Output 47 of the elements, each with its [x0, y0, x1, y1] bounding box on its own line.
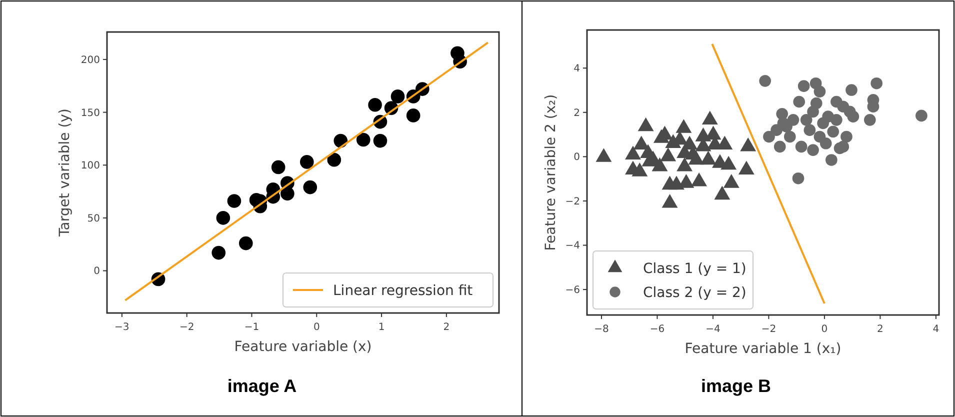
- x-tick-label: −8: [594, 324, 609, 335]
- point: [356, 132, 370, 147]
- x-tick-label: 2: [443, 322, 450, 333]
- y-tick-label: 4: [574, 64, 580, 75]
- x-tick-label: 2: [877, 324, 884, 335]
- x-axis-title: Feature variable (x): [234, 339, 372, 355]
- point: [327, 152, 342, 167]
- x-tick-label: 4: [932, 324, 940, 335]
- y-tick-label: 2: [574, 108, 580, 119]
- point: [271, 160, 286, 174]
- point: [212, 246, 226, 260]
- y-tick-label: 100: [80, 160, 100, 172]
- y-axis-title: Target variable (y): [57, 108, 73, 238]
- x-tick-label: 0: [313, 322, 320, 333]
- point: [280, 186, 294, 201]
- point: [373, 134, 388, 148]
- y-tick-label: −4: [565, 240, 580, 252]
- y-tick-label: −6: [565, 285, 580, 296]
- point: [368, 98, 382, 112]
- y-axis-title: Feature variable 2 (x₂): [543, 94, 559, 251]
- x-tick-label: −2: [761, 324, 776, 335]
- point: [227, 194, 242, 208]
- y-tick-label: 150: [80, 108, 100, 119]
- text: image B: [700, 376, 772, 396]
- point: [238, 236, 253, 250]
- x-axis-title: Feature variable 1 (x₁): [684, 341, 842, 357]
- y-tick-label: 200: [80, 54, 100, 66]
- x-tick-label: −4: [706, 324, 720, 335]
- point: [300, 155, 314, 169]
- point: [216, 211, 230, 225]
- x-tick-label: 0: [821, 324, 828, 335]
- x-tick-label: 1: [378, 322, 385, 333]
- point: [406, 108, 420, 122]
- legend-label: Linear regression fit: [333, 283, 474, 299]
- x-tick-label: −2: [179, 322, 194, 333]
- y-tick-label: 50: [87, 213, 100, 224]
- text: image A: [227, 376, 297, 396]
- legend-label: Class 2 (y = 2): [643, 285, 746, 301]
- point: [303, 180, 318, 194]
- point: [390, 90, 405, 104]
- legend-label: Class 1 (y = 1): [643, 261, 746, 277]
- y-tick-label: −2: [565, 196, 580, 208]
- x-tick-label: −1: [244, 322, 260, 333]
- x-tick-label: −6: [650, 324, 665, 335]
- y-tick-label: 0: [574, 152, 580, 164]
- x-tick-label: −3: [114, 322, 130, 333]
- y-tick-label: 0: [94, 266, 100, 278]
